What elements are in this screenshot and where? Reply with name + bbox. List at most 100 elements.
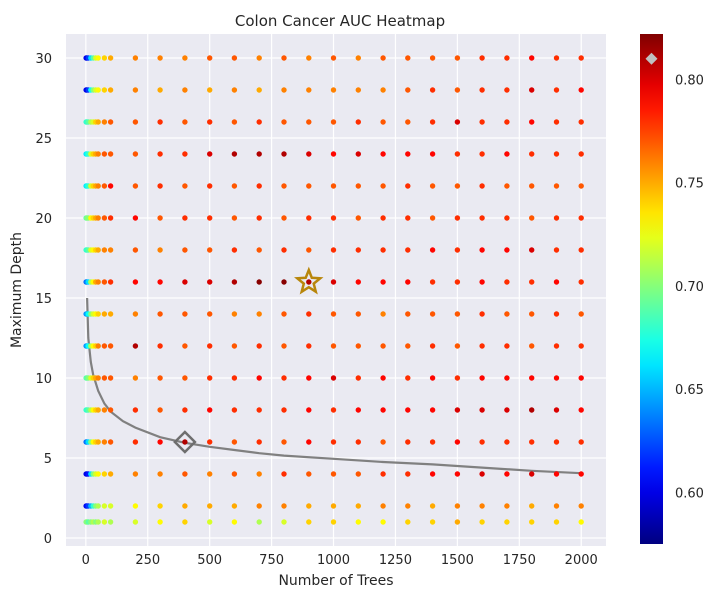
data-point	[306, 519, 312, 525]
data-point	[454, 151, 461, 157]
data-point	[479, 247, 485, 253]
data-point	[553, 471, 560, 477]
data-point	[207, 87, 213, 93]
data-point	[95, 471, 101, 477]
data-point	[405, 503, 411, 509]
data-point	[553, 375, 560, 381]
data-point	[380, 343, 386, 349]
data-point	[355, 247, 361, 253]
data-point	[553, 183, 560, 189]
data-point	[231, 247, 238, 253]
data-point	[231, 503, 238, 509]
plot-background	[66, 34, 606, 546]
data-point	[578, 519, 584, 525]
data-point	[256, 407, 262, 413]
data-point	[207, 407, 213, 413]
data-point	[107, 311, 114, 317]
data-point	[157, 503, 163, 509]
data-point	[553, 87, 560, 93]
data-point	[182, 503, 188, 509]
data-point	[578, 151, 584, 157]
data-point	[95, 279, 101, 285]
data-point	[380, 503, 386, 509]
data-point	[429, 343, 436, 349]
data-point	[281, 279, 287, 285]
data-point	[132, 503, 139, 509]
chart-title: Colon Cancer AUC Heatmap	[235, 12, 445, 30]
data-point	[330, 151, 337, 157]
data-point	[281, 407, 287, 413]
data-point	[107, 439, 114, 445]
data-point	[330, 247, 337, 253]
diamond-marker	[173, 430, 197, 454]
data-point	[101, 55, 108, 61]
data-point	[454, 247, 461, 253]
y-tick-label: 0	[44, 532, 52, 547]
data-point	[355, 87, 361, 93]
data-point	[107, 519, 114, 525]
best-star-marker	[294, 266, 324, 295]
data-point	[95, 55, 101, 61]
data-point	[330, 183, 337, 189]
data-point	[107, 279, 114, 285]
data-point	[157, 55, 163, 61]
y-axis-label: Maximum Depth	[9, 232, 25, 348]
data-point	[355, 55, 361, 61]
data-point	[256, 519, 262, 525]
colorbar-diamond-marker	[645, 52, 658, 65]
data-point	[380, 55, 386, 61]
data-point	[256, 55, 262, 61]
data-point	[231, 375, 238, 381]
data-point	[380, 471, 386, 477]
data-point	[529, 503, 535, 509]
data-point	[504, 215, 510, 221]
data-point	[405, 439, 411, 445]
data-point	[132, 55, 139, 61]
data-point	[132, 519, 139, 525]
y-tick-label: 10	[35, 372, 52, 387]
data-point	[504, 343, 510, 349]
data-point	[231, 471, 238, 477]
data-point	[330, 343, 337, 349]
x-axis-ticks: 0 250 500 750 1000 1250 1500 1750 2000	[82, 553, 598, 568]
data-point	[107, 407, 114, 413]
y-tick-label: 5	[44, 452, 52, 467]
y-tick-label: 30	[35, 52, 52, 67]
data-point	[256, 279, 262, 285]
data-point	[101, 503, 108, 509]
data-point	[95, 215, 101, 221]
data-point	[355, 439, 361, 445]
data-point	[107, 247, 114, 253]
data-point	[281, 343, 287, 349]
data-point	[182, 151, 188, 157]
data-point	[479, 407, 485, 413]
data-point	[95, 439, 101, 445]
data-point	[479, 87, 485, 93]
data-point	[454, 519, 461, 525]
data-point	[355, 183, 361, 189]
data-point	[256, 247, 262, 253]
data-point	[132, 87, 139, 93]
y-tick-label: 25	[35, 132, 52, 147]
data-point	[157, 375, 163, 381]
data-point	[182, 519, 188, 525]
y-axis-ticks: 0 5 10 15 20 25 30	[35, 52, 52, 547]
data-point	[504, 55, 510, 61]
data-point	[182, 279, 188, 285]
data-point	[479, 183, 485, 189]
data-point	[107, 343, 114, 349]
data-point	[101, 151, 108, 157]
data-point	[157, 407, 163, 413]
data-point	[256, 471, 262, 477]
data-point	[207, 439, 213, 445]
data-point	[355, 471, 361, 477]
data-point	[479, 503, 485, 509]
data-point	[101, 471, 108, 477]
data-point	[182, 247, 188, 253]
data-point	[231, 519, 238, 525]
data-point	[107, 375, 114, 381]
data-point	[429, 55, 436, 61]
data-point	[380, 311, 386, 317]
data-point	[578, 343, 584, 349]
data-point	[380, 279, 386, 285]
